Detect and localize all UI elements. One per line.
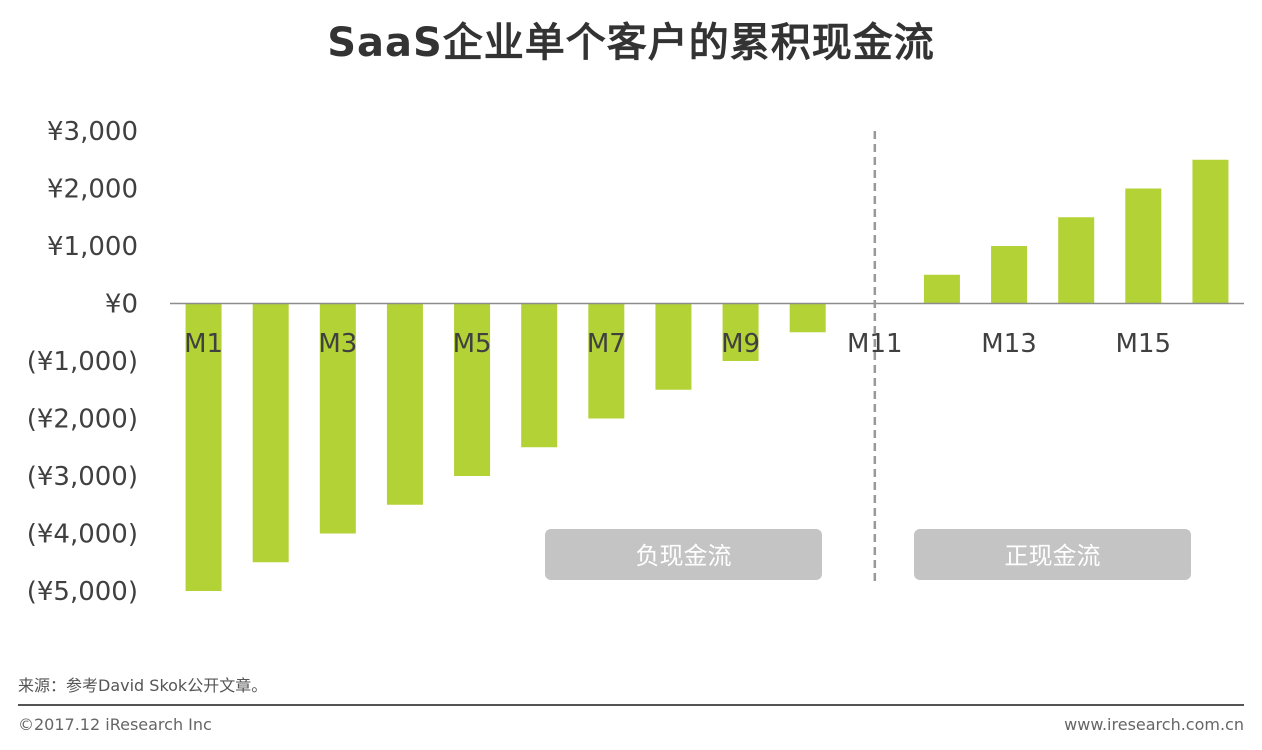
bar <box>722 303 759 361</box>
bar <box>1125 188 1162 304</box>
y-tick-label: (¥2,000) <box>27 405 138 435</box>
y-tick-label: (¥4,000) <box>27 520 138 550</box>
bar <box>588 303 625 419</box>
y-tick-label: ¥1,000 <box>47 232 138 262</box>
y-tick-label: (¥3,000) <box>27 462 138 492</box>
y-tick-label: ¥0 <box>105 290 138 320</box>
annotation-label: 负现金流 <box>636 542 732 570</box>
bar <box>185 303 222 591</box>
x-tick-label: M5 <box>453 329 492 359</box>
y-tick-label: ¥2,000 <box>47 175 138 205</box>
x-tick-label: M13 <box>981 329 1037 359</box>
website-url: www.iresearch.com.cn <box>1064 715 1244 734</box>
bar <box>386 303 423 505</box>
cumulative-cashflow-chart: ¥3,000 ¥2,000 ¥1,000 ¥0 (¥1,000) (¥2,000) (¥3,… <box>27 117 1244 607</box>
annotation-box <box>545 529 822 580</box>
annotation-box <box>914 529 1191 580</box>
chart-title: SaaS企业单个客户的累积现金流 <box>327 20 935 66</box>
bar <box>521 303 558 448</box>
bar <box>991 246 1028 304</box>
source-note: 来源：参考David Skok公开文章。 <box>18 676 268 695</box>
y-tick-label: (¥1,000) <box>27 347 138 377</box>
bar <box>319 303 356 534</box>
annotation-label: 正现金流 <box>1005 542 1101 570</box>
bar <box>655 303 692 390</box>
footer-divider <box>18 704 1244 706</box>
bar <box>1058 217 1095 304</box>
bar <box>252 303 289 563</box>
y-tick-label: (¥5,000) <box>27 577 138 607</box>
y-tick-label: ¥3,000 <box>47 117 138 147</box>
x-tick-label: M9 <box>721 329 760 359</box>
x-tick-label: M1 <box>184 329 223 359</box>
bar <box>1192 159 1229 304</box>
bar <box>454 303 491 476</box>
bar <box>789 303 826 333</box>
x-tick-label: M15 <box>1116 329 1172 359</box>
copyright-text: ©2017.12 iResearch Inc <box>18 715 212 734</box>
x-tick-label: M3 <box>318 329 357 359</box>
bar <box>923 274 960 304</box>
x-tick-label: M7 <box>587 329 626 359</box>
